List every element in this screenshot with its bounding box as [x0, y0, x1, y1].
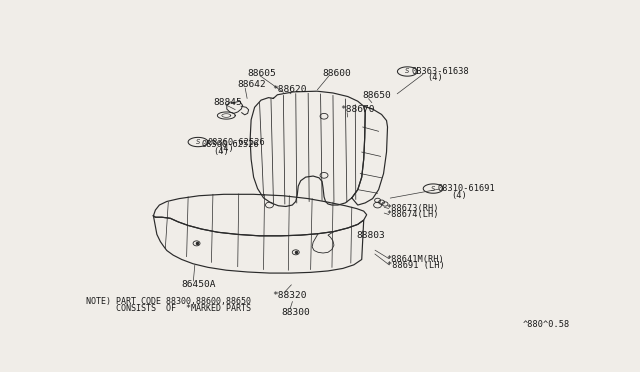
- Text: S: S: [405, 68, 410, 74]
- Text: 88642: 88642: [237, 80, 266, 89]
- Text: CONSISTS  OF  *MARKED PARTS: CONSISTS OF *MARKED PARTS: [86, 304, 251, 313]
- Text: 88803: 88803: [356, 231, 385, 240]
- Text: NOTE) PART CODE 88300,88600,88650: NOTE) PART CODE 88300,88600,88650: [86, 297, 251, 306]
- Text: *88320: *88320: [273, 291, 307, 300]
- Text: 08360-62526: 08360-62526: [202, 140, 259, 150]
- Text: 86450A: 86450A: [182, 280, 216, 289]
- Text: (4): (4): [213, 147, 228, 156]
- Text: 88600: 88600: [322, 69, 351, 78]
- Text: (4): (4): [451, 190, 467, 199]
- Text: S: S: [196, 139, 200, 145]
- Text: 88845: 88845: [213, 98, 242, 107]
- Text: *88674(LH): *88674(LH): [387, 210, 439, 219]
- Text: *88673(RH): *88673(RH): [387, 204, 439, 213]
- Text: 08360-62526: 08360-62526: [208, 138, 266, 147]
- Text: *88691 (LH): *88691 (LH): [387, 262, 444, 270]
- Text: (4): (4): [428, 73, 443, 83]
- Text: *88641M(RH): *88641M(RH): [387, 255, 444, 264]
- Text: ^880^0.58: ^880^0.58: [523, 320, 570, 329]
- Text: *88620: *88620: [273, 85, 307, 94]
- Text: 0B363-61638: 0B363-61638: [412, 67, 469, 76]
- Text: 88650: 88650: [363, 91, 392, 100]
- Text: *88670: *88670: [340, 105, 375, 113]
- Text: 08310-61691: 08310-61691: [437, 184, 495, 193]
- Text: 88605: 88605: [248, 69, 276, 78]
- Text: S: S: [431, 186, 435, 192]
- Text: (4): (4): [218, 144, 234, 153]
- Text: 88300: 88300: [281, 308, 310, 317]
